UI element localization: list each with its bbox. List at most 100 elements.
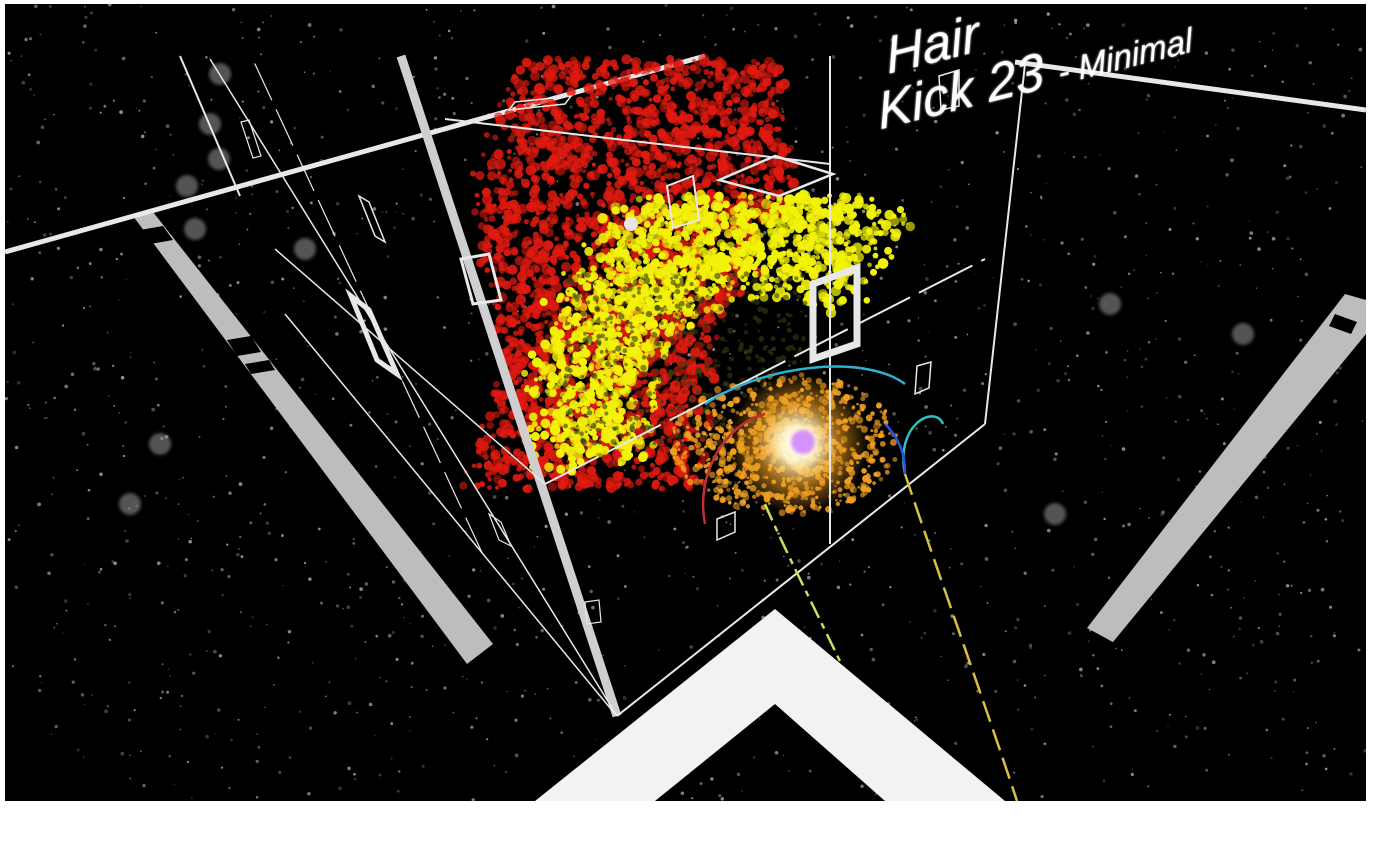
star — [239, 611, 242, 614]
red-particle — [552, 124, 564, 136]
star — [224, 384, 228, 388]
red-particle — [515, 294, 527, 306]
red-particle — [544, 334, 551, 340]
star — [7, 221, 9, 223]
red-particle — [584, 211, 590, 217]
star — [1140, 365, 1144, 369]
star — [1281, 717, 1285, 721]
star — [1027, 279, 1030, 283]
red-particle — [562, 114, 568, 120]
red-particle — [530, 323, 539, 332]
red-particle — [660, 443, 666, 449]
star — [1207, 265, 1209, 267]
star — [433, 220, 436, 223]
star — [270, 120, 274, 124]
star — [1030, 191, 1032, 194]
star — [1251, 74, 1254, 77]
star — [1105, 350, 1108, 354]
star — [49, 232, 53, 236]
star — [979, 585, 982, 588]
star — [591, 196, 594, 199]
star — [1290, 584, 1293, 587]
star — [125, 539, 129, 543]
red-particle — [541, 312, 547, 318]
star — [64, 384, 69, 389]
star — [100, 276, 104, 279]
red-particle — [686, 128, 697, 139]
star — [862, 313, 865, 316]
star — [1276, 552, 1279, 555]
star — [160, 690, 165, 694]
star — [107, 4, 112, 7]
star — [385, 210, 388, 213]
star — [1203, 413, 1206, 415]
star — [775, 578, 779, 582]
star — [88, 262, 92, 266]
star — [47, 571, 51, 576]
red-particle — [605, 117, 611, 122]
star — [333, 315, 337, 319]
star — [1120, 649, 1123, 652]
star — [376, 375, 379, 379]
star — [741, 790, 743, 792]
star — [820, 563, 823, 566]
star — [43, 417, 46, 420]
red-particle — [787, 179, 794, 187]
star — [224, 405, 228, 408]
red-particle — [534, 121, 540, 127]
red-particle — [732, 143, 741, 152]
red-particle — [588, 86, 595, 93]
star — [36, 140, 41, 145]
red-particle — [504, 109, 516, 120]
star — [992, 276, 995, 279]
star — [932, 40, 935, 44]
red-particle — [684, 79, 689, 84]
red-particle — [519, 267, 526, 274]
star — [313, 35, 316, 38]
red-particle — [482, 208, 487, 213]
star — [96, 367, 100, 371]
star — [80, 692, 85, 697]
star — [205, 734, 209, 739]
star — [774, 27, 778, 31]
star — [281, 277, 285, 281]
star — [280, 534, 284, 537]
star — [941, 448, 945, 452]
star — [471, 798, 475, 801]
star — [932, 106, 935, 110]
star — [275, 189, 279, 194]
star — [681, 500, 684, 503]
star — [443, 686, 447, 690]
star — [44, 118, 46, 120]
star — [1004, 630, 1007, 633]
star — [1240, 501, 1242, 504]
star — [143, 131, 146, 134]
star — [793, 34, 798, 39]
star — [1132, 768, 1134, 770]
star — [1096, 667, 1100, 671]
bokeh-star — [119, 493, 141, 515]
star — [520, 694, 524, 698]
star — [1243, 597, 1245, 599]
star — [1305, 762, 1308, 766]
star — [187, 513, 190, 516]
star — [480, 570, 482, 572]
star — [1245, 672, 1249, 675]
star — [299, 40, 303, 44]
red-particle — [578, 465, 586, 474]
star — [1080, 674, 1084, 678]
star — [783, 754, 785, 757]
star — [1263, 516, 1265, 518]
star — [258, 36, 261, 39]
red-particle — [561, 126, 570, 134]
red-particle — [667, 112, 678, 124]
star — [30, 277, 34, 281]
star — [256, 27, 261, 32]
star — [190, 537, 193, 539]
star — [540, 629, 544, 633]
star — [111, 364, 115, 368]
star — [1023, 684, 1027, 687]
star — [390, 722, 394, 726]
star — [1299, 258, 1302, 261]
star — [14, 530, 17, 533]
